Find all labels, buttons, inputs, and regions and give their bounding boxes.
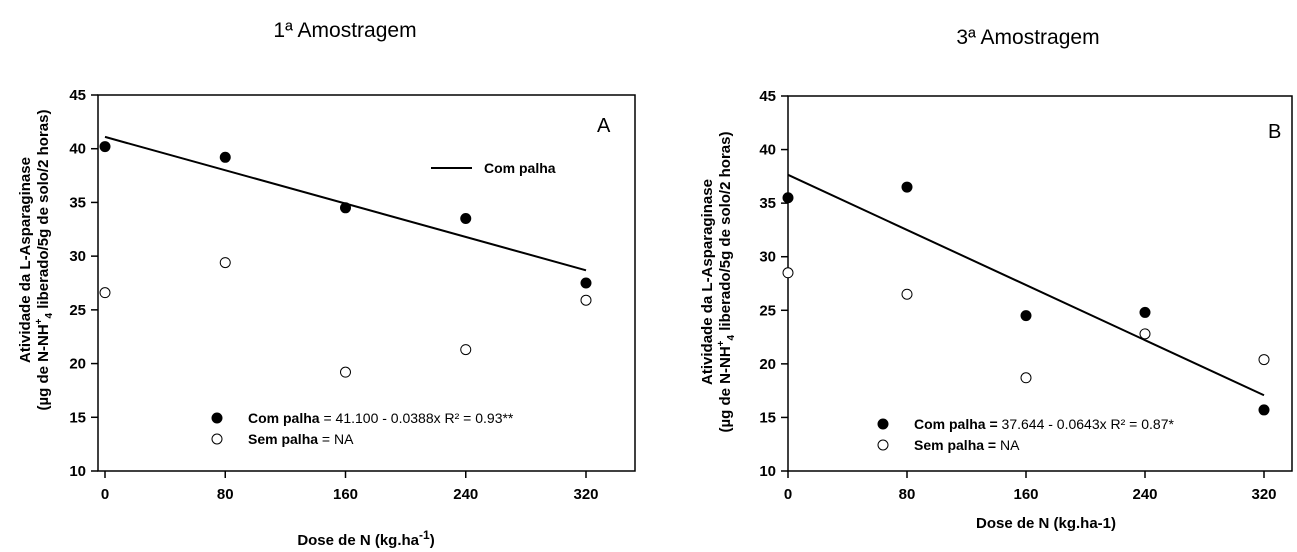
panel-a-legend-entry-1: Com palha = 41.100 - 0.0388x R² = 0.93** bbox=[248, 410, 514, 426]
panel-b-title: 3ª Amostragem bbox=[956, 26, 1099, 49]
y-tick-label: 10 bbox=[759, 463, 776, 480]
point-sem-palha bbox=[219, 257, 231, 269]
point-sem-palha bbox=[580, 294, 592, 306]
panel-b: 3ª Amostragem Atividade da L-Asparaginas… bbox=[699, 26, 1293, 532]
point-com-palha bbox=[1020, 310, 1032, 322]
panel-a-title: 1ª Amostragem bbox=[273, 19, 416, 42]
point-com-palha bbox=[782, 192, 794, 204]
panel-a-line-legend-label: Com palha bbox=[484, 160, 556, 176]
legend-marker-com-palha bbox=[211, 412, 223, 424]
y-tick-label: 25 bbox=[69, 302, 86, 319]
point-com-palha bbox=[219, 151, 231, 163]
x-tick-label: 320 bbox=[573, 486, 598, 503]
x-tick-label: 160 bbox=[333, 486, 358, 503]
point-sem-palha bbox=[901, 288, 913, 300]
panel-b-xlabel: Dose de N (kg.ha-1) bbox=[976, 515, 1116, 532]
panel-b-points bbox=[782, 181, 1270, 416]
x-tick-label: 160 bbox=[1013, 486, 1038, 503]
y-tick-label: 15 bbox=[759, 409, 776, 426]
y-tick-label: 35 bbox=[759, 195, 776, 212]
panel-a-plot-frame bbox=[97, 94, 636, 472]
x-tick-label: 80 bbox=[217, 486, 234, 503]
x-tick-label: 240 bbox=[1132, 486, 1157, 503]
point-com-palha bbox=[580, 277, 592, 289]
point-com-palha bbox=[1258, 404, 1270, 416]
y-tick-label: 25 bbox=[759, 302, 776, 319]
panel-a-ylabel-line1: Atividade da L-Asparaginase bbox=[17, 157, 34, 363]
point-sem-palha bbox=[782, 267, 794, 279]
point-sem-palha bbox=[1139, 328, 1151, 340]
y-tick-label: 30 bbox=[759, 249, 776, 266]
point-sem-palha bbox=[99, 287, 111, 299]
panel-b-x-ticks: 0 80 160 240 320 bbox=[784, 471, 1277, 503]
panel-b-plot-frame bbox=[787, 95, 1293, 472]
point-com-palha bbox=[99, 141, 111, 153]
panel-a-x-ticks: 0 80 160 240 320 bbox=[101, 471, 599, 503]
panel-a-legend-entry-2: Sem palha = NA bbox=[248, 431, 354, 447]
y-tick-label: 20 bbox=[759, 356, 776, 373]
panel-b-legend: Com palha = 37.644 - 0.0643x R² = 0.87* … bbox=[877, 416, 1174, 453]
y-tick-label: 40 bbox=[759, 142, 776, 159]
panel-a: 1ª Amostragem Atividade da L-Asparaginas… bbox=[17, 19, 636, 549]
point-com-palha bbox=[901, 181, 913, 193]
panel-b-ylabel: Atividade da L-Asparaginase (µg de N-NH+… bbox=[699, 132, 737, 433]
point-com-palha bbox=[1139, 306, 1151, 318]
panel-b-y-ticks: 10 15 20 25 30 35 40 45 bbox=[759, 88, 788, 480]
panel-a-letter: A bbox=[597, 115, 611, 137]
y-tick-label: 30 bbox=[69, 248, 86, 265]
x-tick-label: 0 bbox=[101, 486, 109, 503]
y-tick-label: 20 bbox=[69, 356, 86, 373]
panel-b-ylabel-line2: (µg de N-NH+4 liberado/5g de solo/2 hora… bbox=[716, 132, 737, 433]
legend-marker-sem-palha bbox=[211, 433, 223, 445]
panel-b-legend-entry-2: Sem palha = NA bbox=[914, 437, 1020, 453]
panel-b-ylabel-line1: Atividade da L-Asparaginase bbox=[699, 179, 716, 385]
y-tick-label: 10 bbox=[69, 463, 86, 480]
x-tick-label: 80 bbox=[899, 486, 916, 503]
y-tick-label: 15 bbox=[69, 409, 86, 426]
point-sem-palha bbox=[1020, 372, 1032, 384]
panel-a-ylabel-line2: (µg de N-NH+4 liberado/5g de solo/2 hora… bbox=[34, 110, 55, 411]
x-tick-label: 240 bbox=[453, 486, 478, 503]
panel-b-legend-entry-1: Com palha = 37.644 - 0.0643x R² = 0.87* bbox=[914, 416, 1174, 432]
panel-a-legend: Com palha = 41.100 - 0.0388x R² = 0.93**… bbox=[211, 410, 514, 447]
y-tick-label: 45 bbox=[759, 88, 776, 105]
point-sem-palha bbox=[1258, 354, 1270, 366]
panel-a-points bbox=[99, 141, 592, 378]
panel-a-ylabel: Atividade da L-Asparaginase (µg de N-NH+… bbox=[17, 110, 55, 411]
legend-marker-sem-palha bbox=[877, 439, 889, 451]
legend-marker-com-palha bbox=[877, 418, 889, 430]
x-tick-label: 0 bbox=[784, 486, 792, 503]
point-com-palha bbox=[460, 213, 472, 225]
y-tick-label: 40 bbox=[69, 141, 86, 158]
panel-a-xlabel: Dose de N (kg.ha-1) bbox=[297, 528, 434, 549]
point-sem-palha bbox=[460, 344, 472, 356]
y-tick-label: 45 bbox=[69, 87, 86, 104]
panel-a-y-ticks: 10 15 20 25 30 35 40 45 bbox=[69, 87, 98, 480]
point-sem-palha bbox=[340, 366, 351, 378]
x-tick-label: 320 bbox=[1251, 486, 1276, 503]
panel-b-fit-line bbox=[787, 173, 1265, 397]
point-com-palha bbox=[340, 202, 351, 214]
y-tick-label: 35 bbox=[69, 194, 86, 211]
panel-b-letter: B bbox=[1268, 121, 1281, 143]
